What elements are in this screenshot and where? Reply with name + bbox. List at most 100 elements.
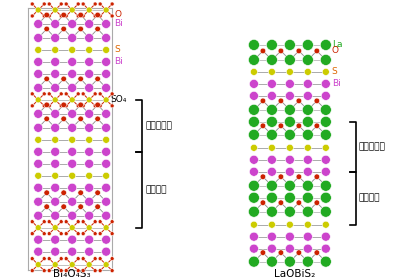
Text: O: O (332, 46, 339, 55)
Circle shape (35, 136, 42, 143)
Circle shape (314, 174, 320, 179)
Circle shape (68, 69, 77, 78)
Circle shape (51, 197, 60, 206)
Circle shape (69, 46, 76, 53)
Circle shape (110, 257, 114, 261)
Circle shape (69, 97, 75, 103)
Circle shape (296, 98, 302, 104)
Circle shape (284, 54, 295, 66)
Circle shape (266, 256, 278, 267)
Circle shape (102, 20, 111, 29)
Circle shape (35, 97, 41, 103)
Circle shape (86, 136, 93, 143)
Circle shape (42, 220, 46, 224)
Circle shape (248, 192, 259, 203)
Circle shape (93, 232, 97, 236)
Circle shape (266, 104, 278, 115)
Circle shape (52, 136, 59, 143)
Circle shape (93, 14, 97, 18)
Circle shape (95, 204, 101, 209)
Circle shape (95, 12, 101, 18)
Circle shape (110, 104, 114, 108)
Circle shape (266, 116, 278, 127)
Circle shape (260, 200, 266, 206)
Circle shape (93, 92, 97, 96)
Circle shape (110, 269, 114, 273)
Circle shape (110, 220, 114, 224)
Circle shape (76, 269, 80, 273)
Circle shape (285, 232, 295, 241)
Circle shape (86, 225, 92, 231)
Circle shape (47, 14, 51, 18)
Circle shape (302, 206, 314, 217)
Circle shape (284, 180, 295, 191)
Circle shape (76, 92, 80, 96)
Circle shape (61, 12, 67, 18)
Circle shape (86, 262, 92, 268)
Circle shape (314, 250, 320, 255)
Circle shape (30, 2, 34, 6)
Circle shape (78, 190, 84, 195)
Circle shape (260, 123, 266, 129)
Circle shape (302, 116, 314, 127)
Circle shape (95, 102, 101, 108)
Circle shape (64, 257, 68, 261)
Circle shape (296, 48, 302, 54)
Circle shape (314, 200, 320, 206)
Circle shape (59, 104, 63, 108)
Circle shape (110, 92, 114, 96)
Circle shape (85, 20, 94, 29)
Text: O: O (114, 10, 121, 20)
Circle shape (95, 190, 101, 195)
Circle shape (30, 104, 34, 108)
Text: ブロック層: ブロック層 (145, 121, 172, 130)
Circle shape (59, 92, 63, 96)
Circle shape (103, 225, 109, 231)
Circle shape (59, 14, 63, 18)
Circle shape (42, 92, 46, 96)
Circle shape (30, 257, 34, 261)
Circle shape (30, 14, 34, 18)
Circle shape (69, 136, 76, 143)
Circle shape (51, 109, 60, 118)
Circle shape (34, 183, 43, 192)
Circle shape (68, 109, 77, 118)
Circle shape (76, 104, 80, 108)
Circle shape (248, 116, 259, 127)
Circle shape (68, 33, 77, 43)
Circle shape (85, 235, 94, 244)
Circle shape (34, 147, 43, 156)
Circle shape (296, 250, 302, 255)
Circle shape (68, 123, 77, 132)
Circle shape (35, 225, 41, 231)
Circle shape (52, 172, 59, 179)
Circle shape (266, 180, 278, 191)
Text: Bi: Bi (114, 57, 123, 66)
Circle shape (249, 244, 259, 253)
Circle shape (249, 91, 259, 100)
Text: S: S (332, 67, 338, 76)
Circle shape (81, 257, 85, 261)
Circle shape (286, 144, 293, 151)
Circle shape (304, 144, 311, 151)
Circle shape (278, 250, 284, 255)
Circle shape (103, 262, 109, 268)
Circle shape (266, 39, 278, 50)
Circle shape (76, 14, 80, 18)
Circle shape (64, 220, 68, 224)
Circle shape (61, 102, 67, 108)
Circle shape (34, 123, 43, 132)
Circle shape (52, 262, 58, 268)
Circle shape (85, 183, 94, 192)
Circle shape (68, 159, 77, 168)
Circle shape (98, 104, 102, 108)
Circle shape (68, 211, 77, 220)
Circle shape (61, 26, 67, 32)
Circle shape (68, 197, 77, 206)
Text: 超伝導層: 超伝導層 (359, 194, 380, 203)
Circle shape (44, 102, 50, 108)
Circle shape (248, 180, 259, 191)
Circle shape (110, 2, 114, 6)
Circle shape (59, 232, 63, 236)
Circle shape (248, 39, 259, 50)
